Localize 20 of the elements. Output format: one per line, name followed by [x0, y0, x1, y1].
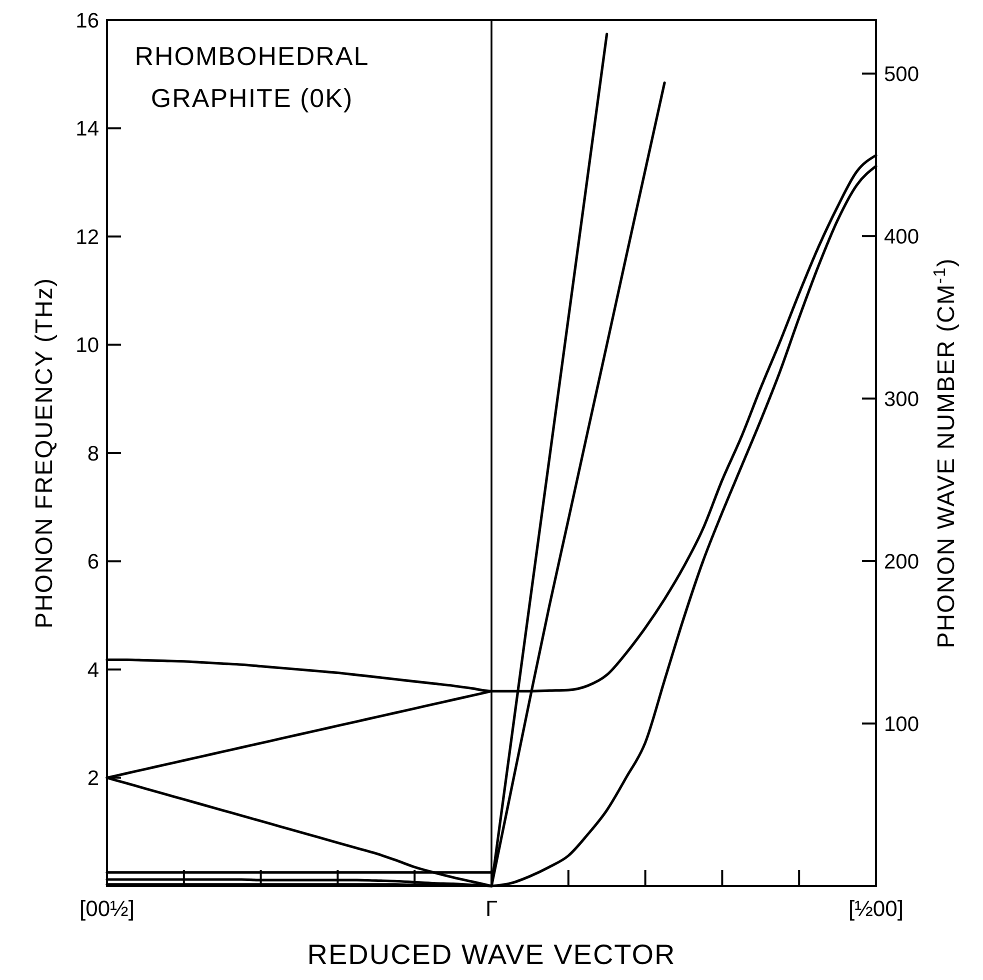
y-axis-title: PHONON FREQUENCY (THz)	[31, 278, 58, 628]
y-tick-label: 6	[87, 550, 99, 574]
y-tick-label: 2	[87, 767, 99, 790]
y-tick-label: 4	[87, 658, 100, 682]
y-tick-label: 8	[87, 442, 99, 466]
y-tick-label: 16	[76, 9, 99, 32]
y2-tick-label: 300	[884, 388, 920, 411]
y-tick-label: 12	[76, 226, 99, 249]
x-axis-title: REDUCED WAVE VECTOR	[307, 939, 676, 970]
y2-tick-label: 400	[884, 225, 920, 248]
annotation: GRAPHITE (0K)	[150, 83, 354, 113]
annotation: RHOMBOHEDRAL	[134, 41, 370, 71]
x-tick-label: Γ	[485, 896, 498, 921]
x-tick-label: [00½]	[79, 896, 135, 921]
y2-tick-label: 100	[884, 712, 920, 736]
x-tick-label: [½00]	[848, 896, 904, 921]
y2-tick-label: 200	[884, 550, 920, 574]
y-tick-label: 10	[76, 334, 99, 358]
y2-tick-label: 500	[884, 62, 920, 86]
y-tick-label: 14	[76, 118, 100, 141]
